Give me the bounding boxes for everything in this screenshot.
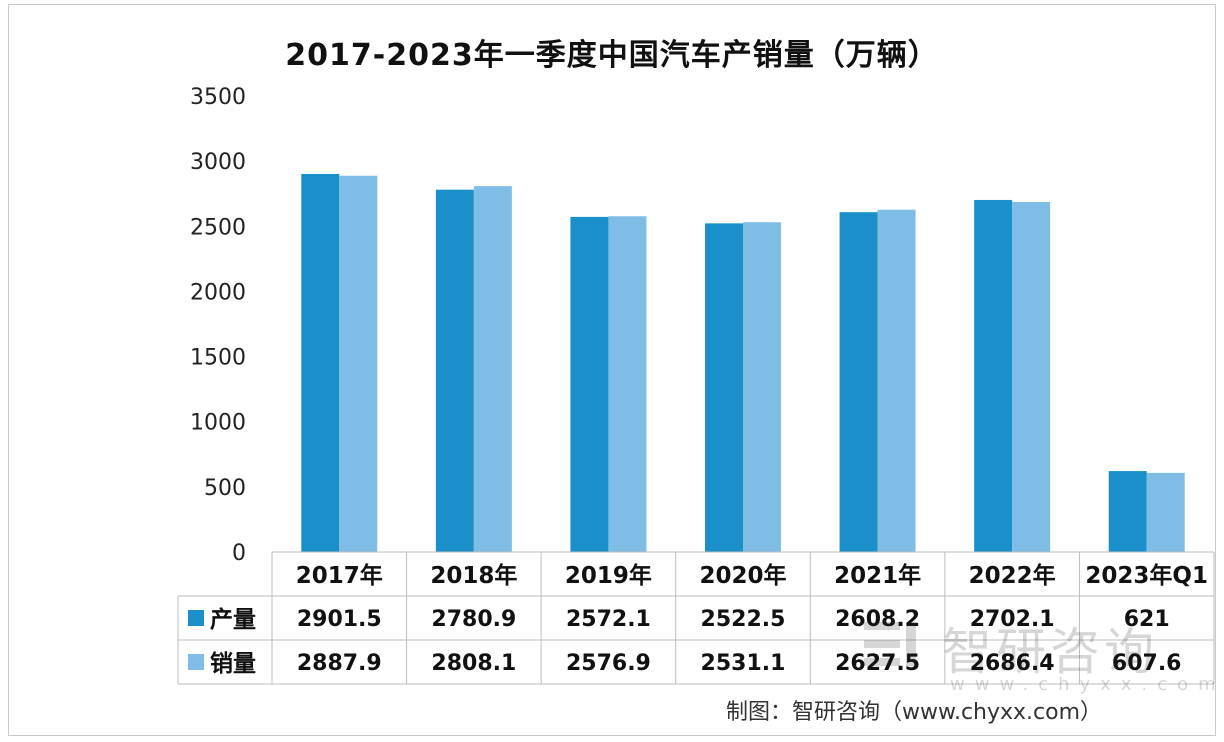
bar-产量-2018年 bbox=[435, 189, 474, 552]
source-note: 制图：智研咨询（www.chyxx.com） bbox=[726, 700, 1103, 725]
y-tick-label: 500 bbox=[204, 476, 246, 501]
data-label: 607.6 bbox=[1112, 651, 1182, 676]
y-axis: 0 500 1000 1500 2000 2500 3000 3500 bbox=[190, 85, 246, 566]
legend-key-产量 bbox=[188, 610, 204, 626]
bar-销量-2019年 bbox=[608, 216, 647, 553]
x-category-label: 2017年 bbox=[296, 562, 383, 589]
bar-销量-2018年 bbox=[473, 186, 512, 552]
data-label: 621 bbox=[1124, 607, 1170, 632]
x-category-label: 2022年 bbox=[969, 562, 1056, 589]
bar-销量-2021年 bbox=[877, 209, 916, 552]
legend-label: 销量 bbox=[210, 651, 256, 677]
bar-产量-2023年Q1 bbox=[1108, 471, 1147, 552]
data-label: 2780.9 bbox=[431, 607, 516, 632]
bar-layer bbox=[301, 173, 1185, 553]
bar-产量-2022年 bbox=[974, 199, 1013, 553]
chart-title: 2017-2023年一季度中国汽车产销量（万辆） bbox=[285, 38, 939, 73]
x-category-label: 2021年 bbox=[834, 562, 921, 589]
x-category-label: 2023年Q1 bbox=[1085, 562, 1208, 589]
bar-产量-2019年 bbox=[570, 216, 609, 552]
data-label: 2808.1 bbox=[431, 651, 516, 676]
data-label: 2572.1 bbox=[566, 607, 651, 632]
y-tick-label: 2500 bbox=[190, 215, 246, 240]
bar-销量-2023年Q1 bbox=[1146, 472, 1185, 552]
bar-产量-2020年 bbox=[705, 223, 743, 552]
y-tick-label: 0 bbox=[232, 541, 246, 566]
y-tick-label: 3500 bbox=[190, 85, 246, 110]
data-label: 2522.5 bbox=[701, 607, 786, 632]
data-label: 2576.9 bbox=[566, 651, 651, 676]
chart-frame bbox=[8, 4, 1216, 736]
x-category-label: 2019年 bbox=[565, 562, 652, 589]
bar-销量-2017年 bbox=[339, 175, 378, 553]
data-label: 2627.5 bbox=[835, 651, 920, 676]
legend-key-销量 bbox=[188, 654, 204, 670]
data-label: 2686.4 bbox=[970, 651, 1055, 676]
y-tick-label: 2000 bbox=[190, 280, 246, 305]
legend-label: 产量 bbox=[210, 606, 256, 633]
data-label: 2608.2 bbox=[835, 607, 920, 632]
data-table: 2017年 2018年 2019年 2020年 2021年 2022年 2023年Q1 产量 2… bbox=[177, 551, 1215, 685]
bar-产量-2021年 bbox=[839, 212, 878, 553]
x-category-label: 2020年 bbox=[699, 562, 786, 589]
data-label: 2702.1 bbox=[970, 607, 1055, 632]
data-label: 2531.1 bbox=[701, 651, 786, 676]
x-category-label: 2018年 bbox=[430, 562, 517, 589]
data-label: 2887.9 bbox=[297, 651, 382, 676]
bar-销量-2020年 bbox=[743, 222, 781, 552]
bar-产量-2017年 bbox=[301, 173, 340, 552]
data-label: 2901.5 bbox=[297, 607, 382, 632]
y-tick-label: 3000 bbox=[190, 150, 246, 175]
bar-销量-2022年 bbox=[1012, 202, 1051, 552]
y-tick-label: 1000 bbox=[190, 411, 246, 436]
y-tick-label: 1500 bbox=[190, 346, 246, 371]
